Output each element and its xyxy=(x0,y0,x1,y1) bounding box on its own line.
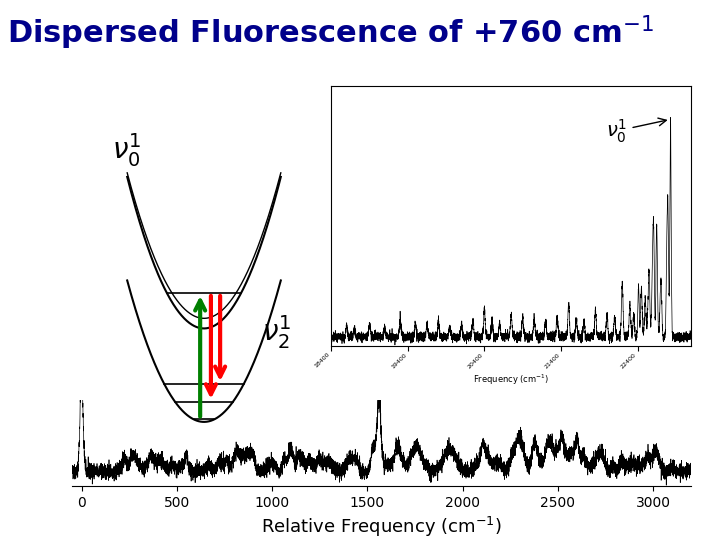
X-axis label: Frequency (cm$^{-1}$): Frequency (cm$^{-1}$) xyxy=(473,372,549,387)
Text: $\nu_2^1$: $\nu_2^1$ xyxy=(261,313,291,351)
Text: Dispersed Fluorescence of +760 cm$^{-1}$: Dispersed Fluorescence of +760 cm$^{-1}$ xyxy=(7,14,654,52)
X-axis label: Relative Frequency (cm$^{-1}$): Relative Frequency (cm$^{-1}$) xyxy=(261,515,502,539)
Text: $\nu_0^1$: $\nu_0^1$ xyxy=(112,131,141,169)
Text: $\nu_0^1$: $\nu_0^1$ xyxy=(606,117,666,145)
